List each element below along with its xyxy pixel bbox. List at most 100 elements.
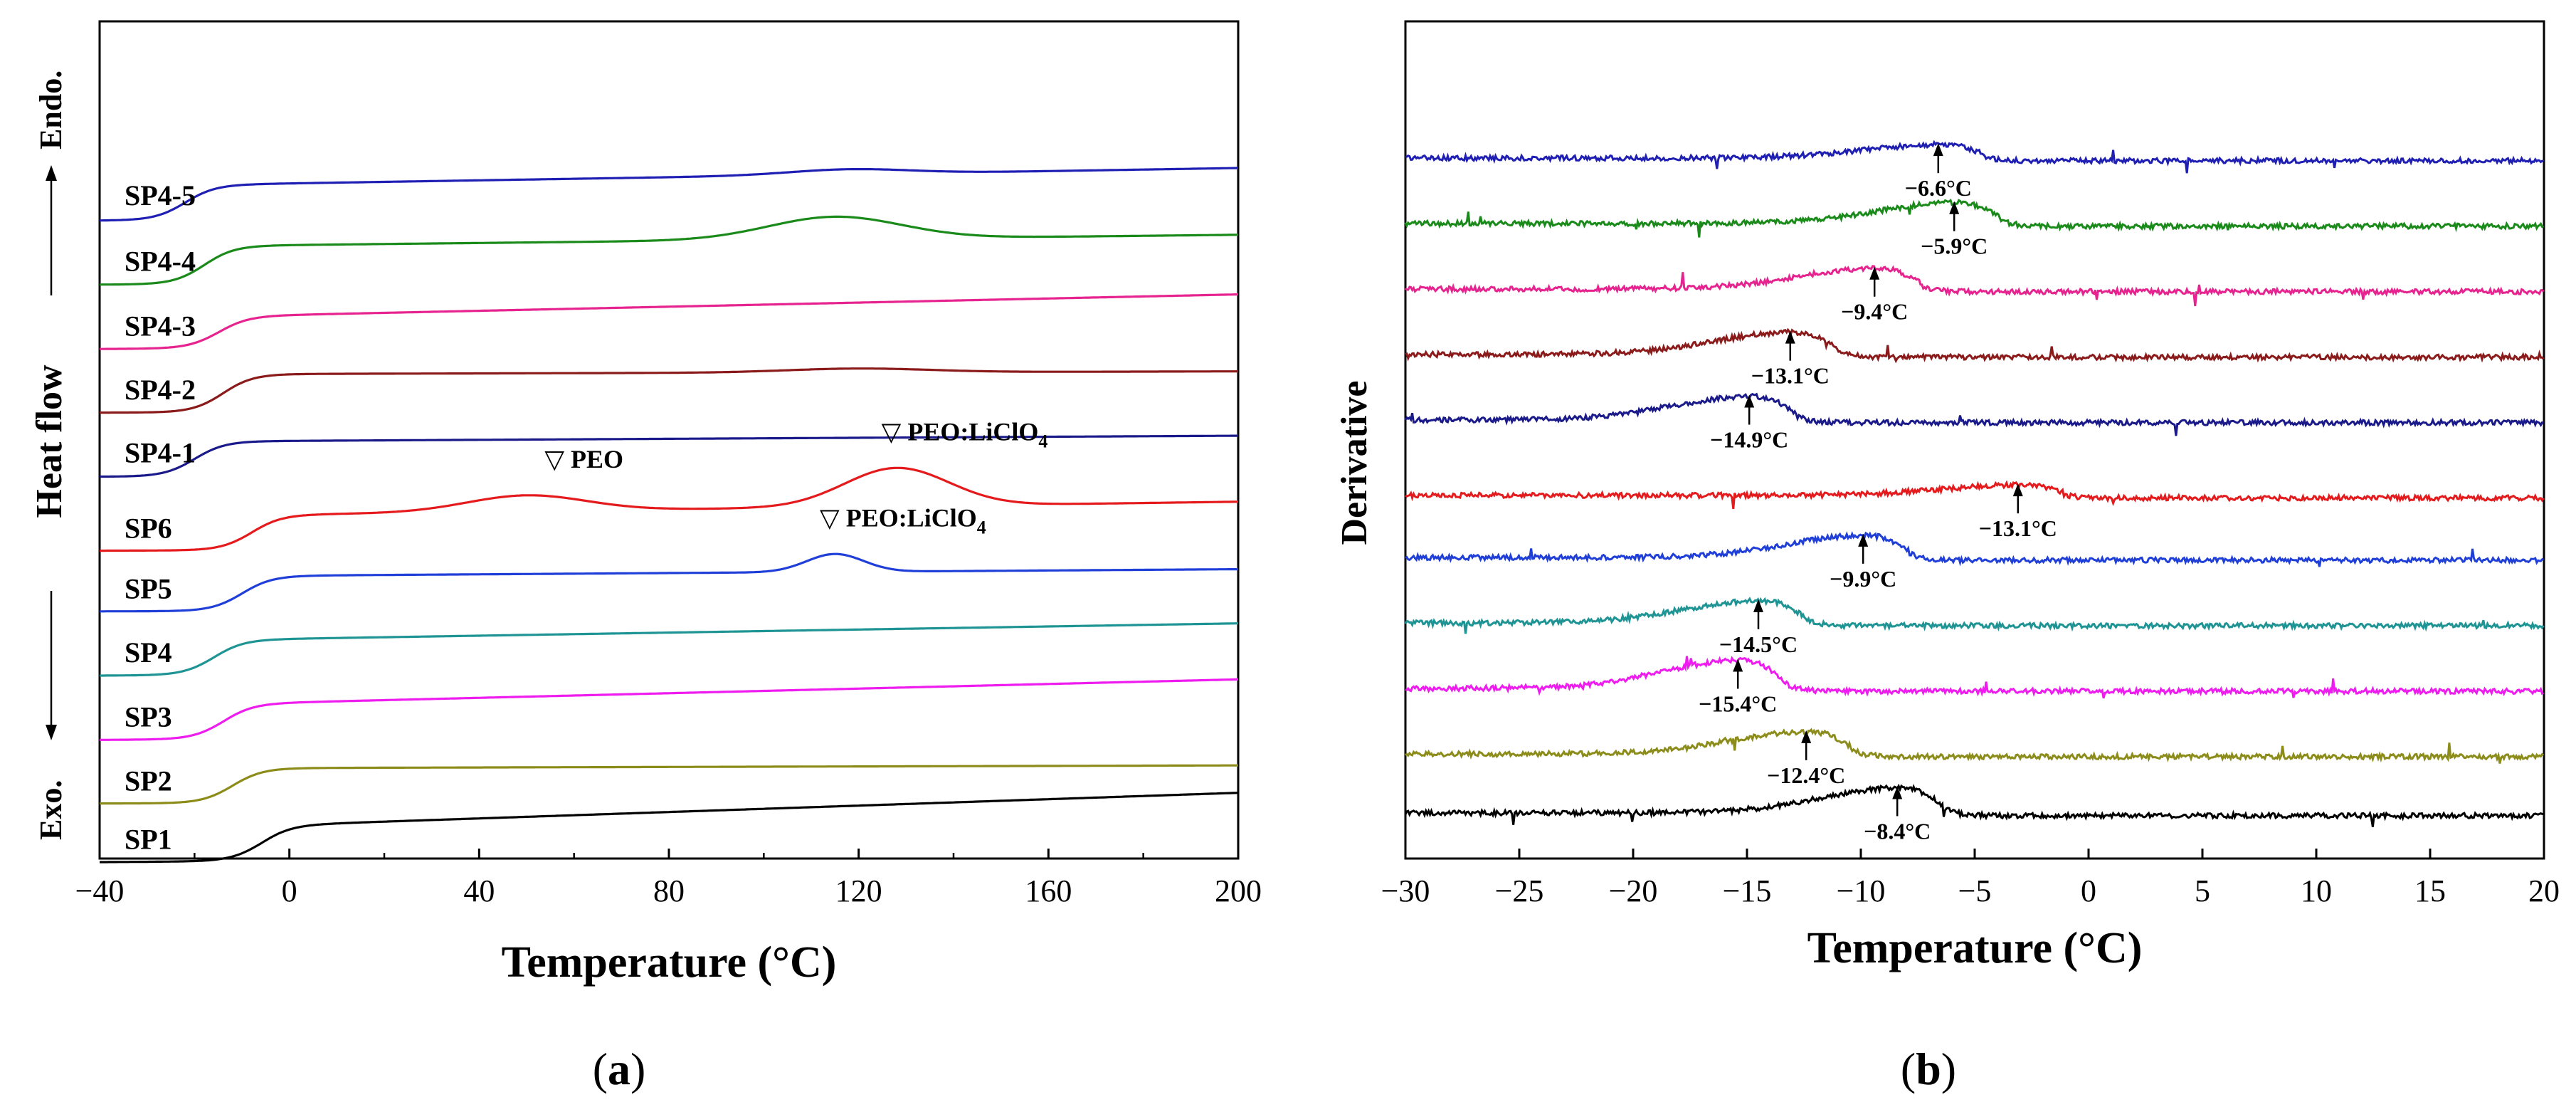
series-label-a-sp4-4: SP4-4 <box>125 245 196 277</box>
annotation-a-2: ▽ PEO:LiClO4 <box>820 504 986 538</box>
xtick-label-a-0: −40 <box>75 873 125 908</box>
xtick-label-a-1: 0 <box>282 873 297 908</box>
panel-b-caption: (b) <box>1900 1044 1957 1094</box>
xtick-label-b-0: −30 <box>1381 873 1430 908</box>
peak-label-b-sp4-2: −13.1°C <box>1751 363 1830 389</box>
peak-label-b-sp6: −13.1°C <box>1979 515 2057 541</box>
peak-label-b-sp4-4: −5.9°C <box>1921 233 1988 259</box>
annotation-a-0-text: PEO <box>571 445 623 473</box>
xtick-label-a-3: 80 <box>653 873 685 908</box>
xtick-label-b-6: 0 <box>2081 873 2096 908</box>
series-label-a-sp4-5: SP4-5 <box>125 179 196 211</box>
trace-b-sp4-4 <box>1404 199 2545 238</box>
series-label-a-sp4-2: SP4-2 <box>125 374 196 406</box>
panel-a-caption-letter: a <box>608 1044 630 1094</box>
peak-arrowhead-b-sp4-5 <box>1933 143 1943 157</box>
panel-a-xlabel: Temperature (°C) <box>502 938 837 987</box>
panel-a-exo-label: Exo. <box>33 780 68 840</box>
xtick-label-b-7: 5 <box>2195 873 2210 908</box>
xtick-label-a-5: 160 <box>1025 873 1072 908</box>
annotation-a-1-sub: 4 <box>1038 431 1047 451</box>
peak-arrowhead-b-sp1 <box>1892 786 1903 799</box>
annotation-a-0: ▽ PEO <box>544 445 623 473</box>
trace-a-sp4 <box>100 622 1238 677</box>
xtick-label-a-2: 40 <box>463 873 495 908</box>
xtick-label-b-1: −25 <box>1495 873 1544 908</box>
trace-a-sp4-2 <box>100 367 1239 414</box>
series-label-a-sp4-3: SP4-3 <box>125 310 196 342</box>
xtick-label-b-9: 15 <box>2414 873 2446 908</box>
series-label-a-sp6: SP6 <box>125 512 172 544</box>
series-label-a-sp1: SP1 <box>125 824 172 856</box>
trace-a-sp3 <box>100 678 1239 741</box>
peak-arrowhead-b-sp4-4 <box>1949 201 1960 214</box>
panel-a: SP4-5 SP4-4 SP4-3 SP4-2 SP4-1 SP6 SP5 SP4 SP3 SP2… <box>29 20 1262 987</box>
peak-arrowhead-b-sp5 <box>1858 533 1869 547</box>
annotation-a-1-symbol: ▽ <box>882 417 908 446</box>
trace-a-sp4-3 <box>100 293 1239 350</box>
panel-b: −6.6°C −5.9°C −9.4°C −13.1°C −14.9°C −13.1°C −… <box>1334 20 2560 972</box>
annotation-a-0-symbol: ▽ <box>544 445 571 473</box>
trace-b-sp4-3 <box>1404 265 2545 307</box>
trace-b-sp4 <box>1404 597 2545 634</box>
panel-a-arrowhead-up <box>46 165 57 181</box>
annotation-a-1-text: PEO:LiClO <box>907 417 1038 446</box>
series-label-a-sp4-1: SP4-1 <box>125 436 196 468</box>
series-label-a-sp5: SP5 <box>125 573 172 605</box>
trace-b-sp1 <box>1404 783 2544 827</box>
peak-label-b-sp4-1: −14.9°C <box>1710 427 1788 453</box>
panel-a-caption: (a) <box>592 1044 646 1094</box>
series-label-a-sp2: SP2 <box>125 765 172 797</box>
peak-label-b-sp1: −8.4°C <box>1864 818 1931 844</box>
trace-a-sp2 <box>100 764 1238 805</box>
peak-label-b-sp3: −15.4°C <box>1699 691 1777 716</box>
panel-a-arrowhead-down <box>46 725 57 740</box>
series-label-a-sp4: SP4 <box>125 636 172 668</box>
xtick-label-b-8: 10 <box>2301 873 2332 908</box>
panel-b-caption-letter: b <box>1916 1044 1941 1094</box>
peak-label-b-sp4-5: −6.6°C <box>1905 175 1972 201</box>
trace-a-sp4-4 <box>99 215 1238 286</box>
peak-arrowhead-b-sp4-3 <box>1869 266 1880 280</box>
annotation-a-2-text: PEO:LiClO <box>846 504 977 532</box>
peak-arrowhead-b-sp3 <box>1733 658 1743 672</box>
panel-b-ylabel: Derivative <box>1334 380 1375 545</box>
trace-b-sp4-2 <box>1405 327 2545 364</box>
trace-b-sp4-5 <box>1405 140 2544 174</box>
xtick-label-b-5: −5 <box>1958 873 1992 908</box>
peak-label-b-sp4: −14.5°C <box>1719 631 1798 657</box>
xtick-label-b-2: −20 <box>1609 873 1658 908</box>
series-label-a-sp3: SP3 <box>125 701 172 733</box>
peak-arrowhead-b-sp4-2 <box>1785 330 1795 344</box>
trace-a-sp4-1 <box>100 434 1238 478</box>
peak-arrowhead-b-sp2 <box>1801 730 1812 743</box>
trace-a-sp1 <box>100 792 1239 864</box>
panel-b-frame <box>1404 20 2545 860</box>
xtick-label-a-6: 200 <box>1215 873 1262 908</box>
peak-arrowhead-b-sp4-1 <box>1744 394 1755 408</box>
panel-a-endo-label: Endo. <box>33 70 68 149</box>
peak-arrowhead-b-sp6 <box>2012 483 2023 497</box>
peak-label-b-sp4-3: −9.4°C <box>1841 299 1908 325</box>
panel-b-xlabel: Temperature (°C) <box>1807 924 2143 972</box>
trace-b-sp2 <box>1405 728 2545 764</box>
xtick-label-b-3: −15 <box>1723 873 1772 908</box>
annotation-a-2-symbol: ▽ <box>820 504 846 532</box>
xtick-label-b-4: −10 <box>1837 873 1886 908</box>
panel-a-ylabel: Heat flow <box>29 364 70 518</box>
trace-b-sp4-1 <box>1404 392 2544 436</box>
annotation-a-2-sub: 4 <box>977 518 986 538</box>
peak-label-b-sp5: −9.9°C <box>1830 566 1896 592</box>
trace-a-sp6 <box>100 466 1238 552</box>
trace-b-sp3 <box>1405 656 2544 699</box>
trace-b-sp6 <box>1405 480 2545 510</box>
trace-a-sp5 <box>100 552 1239 613</box>
annotation-a-1: ▽ PEO:LiClO4 <box>882 417 1048 451</box>
peak-label-b-sp2: −12.4°C <box>1767 762 1845 788</box>
xtick-label-b-10: 20 <box>2528 873 2560 908</box>
peak-arrowhead-b-sp4 <box>1753 599 1763 612</box>
trace-a-sp4-5 <box>100 167 1239 222</box>
trace-b-sp5 <box>1405 531 2545 567</box>
xtick-label-a-4: 120 <box>835 873 882 908</box>
